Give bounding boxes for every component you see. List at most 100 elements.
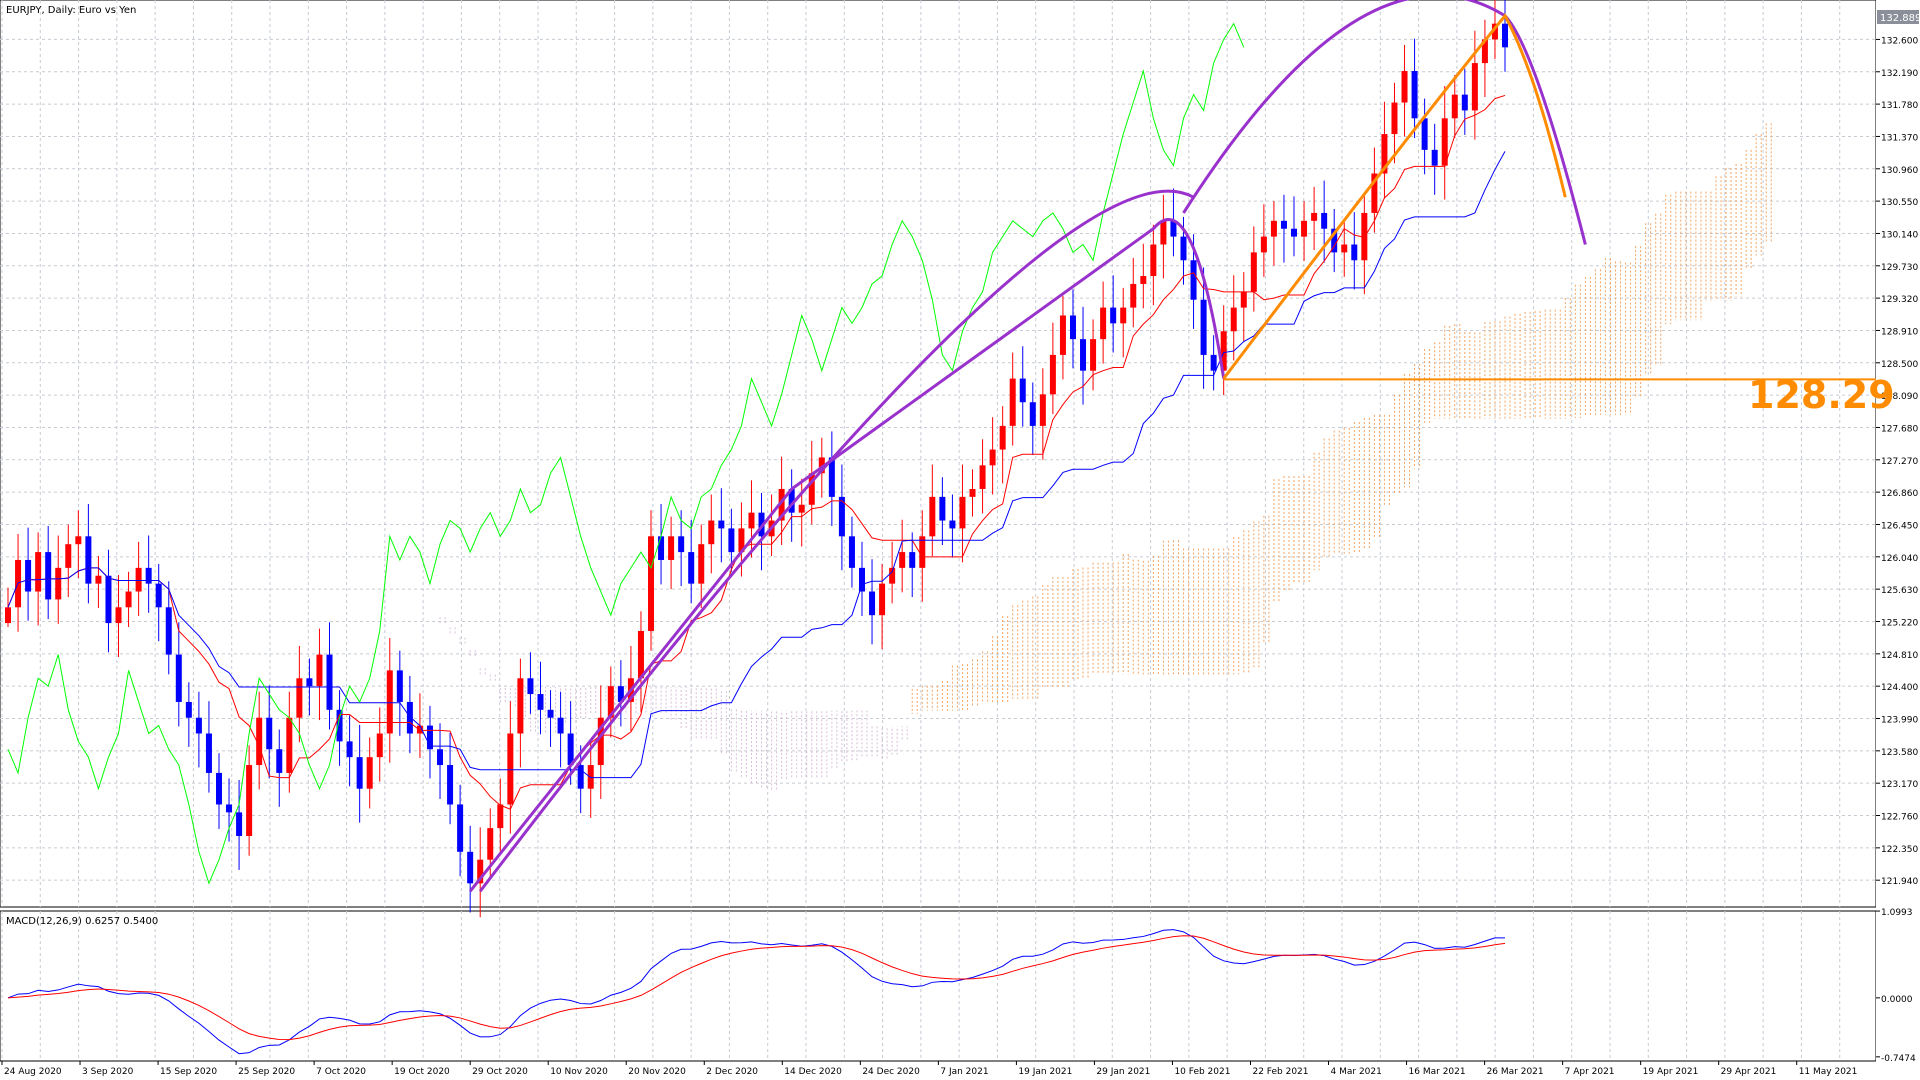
date-axis: 24 Aug 2020 3 Sep 2020 15 Sep 2020 25 Sep 2… — [1, 1061, 1858, 1077]
price-tick-label: 127.270 — [1881, 457, 1918, 467]
candle-body — [658, 536, 665, 560]
candle-body — [738, 528, 745, 553]
price-level-badge: 128.29 — [1748, 373, 1895, 417]
candle-body — [577, 765, 584, 789]
price-tick-label: 126.450 — [1881, 521, 1918, 531]
candle-body — [1391, 102, 1398, 135]
price-tick-label: 129.320 — [1881, 295, 1918, 305]
main-panel — [0, 0, 1877, 908]
candle-body — [45, 552, 52, 600]
candle-body — [306, 678, 313, 687]
date-tick-label: 22 Feb 2021 — [1252, 1067, 1308, 1077]
candle-body — [487, 828, 494, 860]
candle-body — [145, 567, 152, 584]
candle-body — [969, 488, 976, 497]
candle-body — [236, 812, 243, 837]
candle-body — [708, 520, 715, 545]
date-tick-label: 24 Dec 2020 — [862, 1067, 920, 1077]
candle-body — [1140, 276, 1147, 284]
candle-body — [437, 749, 444, 766]
candle-body — [1230, 307, 1237, 332]
candle-body — [999, 425, 1006, 450]
price-tick-label: 121.940 — [1881, 877, 1918, 887]
date-tick-label: 29 Oct 2020 — [472, 1067, 528, 1077]
candle-body — [105, 575, 112, 624]
macd-tick-label: 0.0000 — [1881, 995, 1913, 1005]
price-tick-label: 124.400 — [1881, 683, 1918, 693]
date-tick-label: 19 Apr 2021 — [1643, 1067, 1699, 1077]
candle-body — [135, 567, 142, 592]
purple-channel-line — [479, 189, 1195, 893]
candle-body — [1301, 220, 1308, 237]
candle-body — [346, 741, 353, 758]
candle-body — [1019, 378, 1026, 403]
price-tick-label: 123.170 — [1881, 780, 1918, 790]
price-tick-label: 132.600 — [1881, 36, 1918, 46]
orange-arc — [1222, 13, 1567, 380]
candle-body — [808, 473, 815, 505]
candle-body — [1441, 118, 1448, 166]
date-tick-label: 29 Apr 2021 — [1721, 1067, 1777, 1077]
candle-body — [376, 733, 383, 758]
candle-body — [165, 607, 172, 655]
candle-body — [818, 457, 825, 474]
date-tick-label: 2 Dec 2020 — [706, 1067, 758, 1077]
date-tick-label: 20 Nov 2020 — [628, 1067, 686, 1077]
candle-body — [1080, 339, 1087, 371]
price-tick-label: 125.630 — [1881, 586, 1918, 596]
candle-body — [1311, 212, 1318, 221]
candle-body — [1069, 315, 1076, 340]
candle-body — [507, 733, 514, 805]
date-tick-label: 19 Jan 2021 — [1018, 1067, 1072, 1077]
candle-body — [1090, 339, 1097, 371]
candle-body — [215, 772, 222, 805]
date-tick-label: 11 May 2021 — [1799, 1067, 1858, 1077]
price-tick-label: 130.960 — [1881, 166, 1918, 176]
candle-body — [1039, 394, 1046, 426]
date-tick-label: 26 Mar 2021 — [1487, 1067, 1544, 1077]
macd-lines — [7, 929, 1506, 1055]
candle-body — [65, 544, 72, 568]
date-tick-label: 14 Dec 2020 — [784, 1067, 842, 1077]
right-axis-strip — [1876, 0, 1920, 1080]
price-tick-label: 122.350 — [1881, 845, 1918, 855]
candle-body — [879, 583, 886, 616]
candle-body — [1491, 23, 1498, 40]
candle-body — [718, 520, 725, 529]
candle-body — [788, 488, 795, 513]
candle-body — [678, 536, 685, 553]
candle-body — [698, 544, 705, 584]
macd-panel — [0, 910, 1877, 1062]
chikou-span-line — [7, 22, 1245, 885]
candle-body — [155, 583, 162, 608]
candle-body — [115, 607, 122, 624]
candle-body — [517, 678, 524, 734]
candle-body — [1150, 244, 1157, 277]
candle-body — [607, 686, 614, 718]
candle-body — [617, 686, 624, 702]
price-tick-label: 128.910 — [1881, 327, 1918, 337]
candle-body — [497, 804, 504, 829]
price-tick-label: 129.730 — [1881, 263, 1918, 273]
candle-body — [858, 567, 865, 592]
candle-body — [55, 567, 62, 600]
candle-body — [1351, 244, 1358, 261]
price-tick-label: 123.580 — [1881, 748, 1918, 758]
candle-body — [919, 536, 926, 568]
candle-body — [175, 654, 182, 702]
candle-body — [95, 575, 102, 584]
price-tick-label: 130.140 — [1881, 230, 1918, 240]
candle-body — [125, 591, 132, 608]
candle-body — [557, 717, 564, 734]
price-tick-label: 124.810 — [1881, 651, 1918, 661]
candle-body — [386, 670, 393, 734]
candle-body — [416, 725, 423, 734]
date-tick-label: 15 Sep 2020 — [160, 1067, 217, 1077]
candle-body — [1291, 228, 1298, 237]
candle-body — [1371, 173, 1378, 213]
candle-body — [1421, 118, 1428, 150]
candle-body — [1401, 70, 1408, 103]
price-tick-label: 127.680 — [1881, 424, 1918, 434]
ichimoku-cloud — [439, 123, 1772, 790]
candle-body — [587, 765, 594, 789]
